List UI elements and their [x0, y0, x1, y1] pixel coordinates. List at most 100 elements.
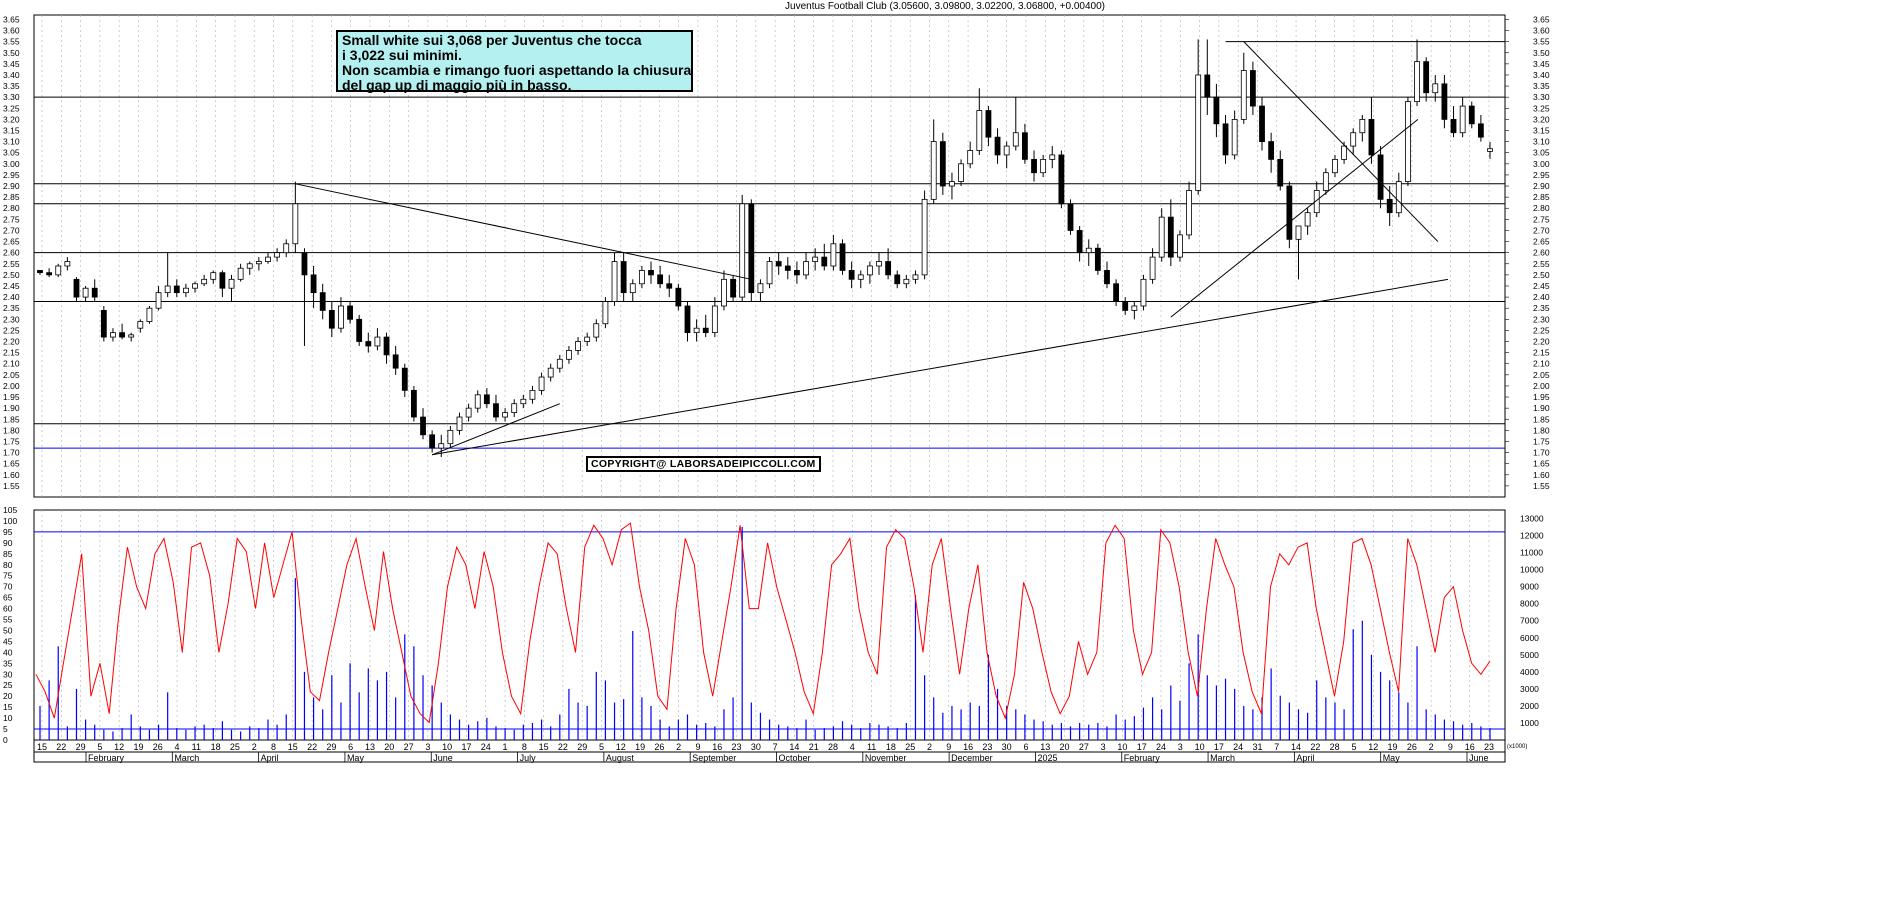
- date-tick-label: 22: [1310, 742, 1320, 752]
- price-tick-label-left: 1.65: [3, 459, 20, 469]
- price-tick-label-left: 3.20: [3, 114, 20, 124]
- oscillator-tick-label: 20: [3, 691, 13, 701]
- candle-body: [1432, 83, 1439, 94]
- month-label: March: [174, 753, 199, 763]
- date-tick-label: 29: [577, 742, 587, 752]
- candle-body: [976, 110, 983, 151]
- candle-body: [629, 283, 636, 294]
- month-label: July: [520, 753, 537, 763]
- candle-body: [1341, 145, 1347, 160]
- candle-body: [693, 327, 700, 334]
- date-tick-label: 9: [946, 742, 951, 752]
- date-tick-label: 27: [404, 742, 414, 752]
- candle-body: [319, 292, 326, 311]
- candle-body: [55, 265, 62, 276]
- price-tick-label-left: 2.65: [3, 237, 20, 247]
- price-tick-label-right: 2.60: [1533, 248, 1550, 258]
- candle-body: [1359, 118, 1366, 134]
- price-tick-label-right: 1.90: [1533, 403, 1550, 413]
- date-tick-label: 11: [192, 742, 201, 752]
- candle-body: [328, 310, 335, 329]
- candle-body: [465, 407, 472, 418]
- date-tick-label: 18: [886, 742, 896, 752]
- candle-body: [255, 261, 262, 265]
- price-tick-label-left: 2.95: [3, 170, 20, 180]
- candle-body: [429, 434, 436, 449]
- price-tick-label-right: 2.05: [1533, 370, 1550, 380]
- candle-body: [1213, 96, 1220, 125]
- candle-body: [1450, 118, 1457, 134]
- oscillator-y-axis: 0510152025303540455055606570758085909510…: [3, 505, 17, 745]
- price-tick-label-left: 2.20: [3, 337, 20, 347]
- trendline: [295, 183, 752, 280]
- candle-body: [1149, 256, 1156, 280]
- annotation-line-3: Non scambia e rimango fuori aspettando l…: [342, 62, 692, 78]
- candle-body: [675, 287, 682, 307]
- date-tick-label: 14: [1291, 742, 1301, 752]
- candle-body: [1487, 148, 1493, 152]
- candle-body: [1368, 118, 1375, 156]
- candle-body: [1195, 74, 1202, 191]
- date-tick-label: 17: [461, 742, 471, 752]
- candle-body: [638, 270, 645, 285]
- price-tick-label-left: 3.00: [3, 159, 20, 169]
- candle-body: [438, 443, 445, 449]
- candle-body: [228, 278, 235, 289]
- candle-body: [392, 354, 399, 369]
- date-tick-label: 24: [481, 742, 491, 752]
- candle-body: [803, 261, 809, 276]
- candle-body: [657, 274, 664, 285]
- price-tick-label-right: 2.00: [1533, 381, 1550, 391]
- candle-body: [1468, 105, 1475, 125]
- candle-body: [46, 272, 53, 276]
- candle-body: [100, 310, 107, 338]
- candle-body: [420, 416, 426, 436]
- candle-body: [483, 394, 490, 405]
- volume-tick-label: 3000: [1520, 684, 1539, 694]
- candle-body: [1249, 70, 1256, 107]
- candle-body: [611, 261, 618, 302]
- candle-body: [1286, 185, 1293, 240]
- date-tick-label: 23: [732, 742, 742, 752]
- candle-body: [930, 141, 937, 200]
- price-tick-label-right: 3.25: [1533, 103, 1550, 113]
- candle-body: [958, 163, 964, 182]
- candle-body: [1441, 83, 1448, 120]
- price-tick-label-right: 3.50: [1533, 48, 1550, 58]
- candle-body: [566, 350, 572, 360]
- candle-body: [1058, 154, 1065, 205]
- oscillator-tick-label: 90: [3, 538, 13, 548]
- price-tick-label-left: 3.35: [3, 81, 20, 91]
- candle-body: [1040, 158, 1047, 174]
- annotation-line-4: del gap up di maggio più in basso.: [342, 77, 572, 93]
- price-tick-label-left: 2.45: [3, 281, 20, 291]
- candle-body: [1222, 123, 1229, 156]
- candle-body: [711, 305, 718, 334]
- price-tick-label-left: 3.65: [3, 14, 20, 24]
- date-tick-label: 21: [809, 742, 819, 752]
- price-tick-label-left: 3.25: [3, 103, 20, 113]
- candle-body: [766, 261, 773, 285]
- candle-body: [1313, 190, 1320, 214]
- candle-body: [1322, 172, 1329, 191]
- price-tick-label-left: 2.25: [3, 325, 20, 335]
- candle-body: [1304, 212, 1311, 227]
- candle-body: [784, 265, 791, 271]
- candle-body: [37, 270, 43, 274]
- price-tick-label-right: 1.70: [1533, 448, 1550, 458]
- month-label: February: [1124, 753, 1161, 763]
- date-tick-label: 24: [1233, 742, 1243, 752]
- price-tick-label-right: 2.25: [1533, 325, 1550, 335]
- candle-body: [1277, 158, 1284, 187]
- candle-body: [301, 252, 308, 276]
- price-tick-label-left: 2.75: [3, 214, 20, 224]
- candle-body: [602, 301, 609, 325]
- date-tick-label: 30: [1002, 742, 1012, 752]
- price-tick-label-right: 3.15: [1533, 126, 1550, 136]
- oscillator-tick-label: 65: [3, 593, 13, 603]
- price-tick-label-right: 1.85: [1533, 414, 1550, 424]
- candle-body: [219, 272, 226, 289]
- candle-body: [939, 141, 946, 187]
- oscillator-tick-label: 0: [3, 735, 8, 745]
- date-tick-label: 20: [1060, 742, 1070, 752]
